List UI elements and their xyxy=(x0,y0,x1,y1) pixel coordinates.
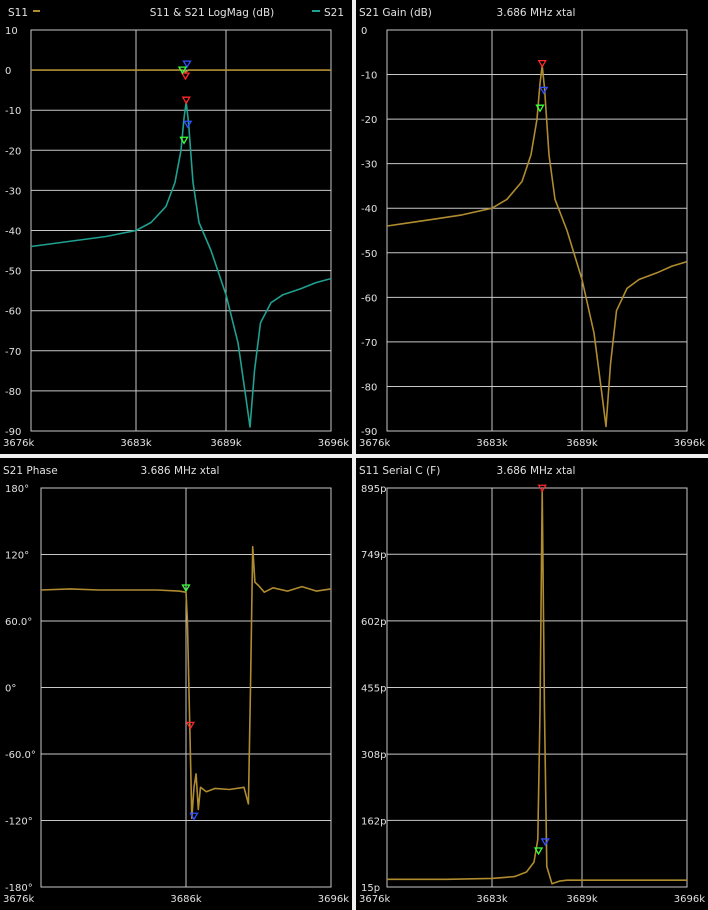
y-tick-label: -20 xyxy=(361,115,377,126)
y-tick-label: -90 xyxy=(5,427,21,438)
x-tick-label: 3683k xyxy=(476,894,507,905)
marker-triangle xyxy=(540,838,550,847)
plot-frame xyxy=(30,29,332,432)
y-tick-label: 749p xyxy=(361,550,386,561)
y-tick-label: 308p xyxy=(361,750,386,761)
y-tick-label: 0° xyxy=(5,684,16,695)
series-line xyxy=(387,64,687,428)
marker-triangle xyxy=(537,59,547,68)
marker-triangle xyxy=(533,847,544,856)
marker-triangle xyxy=(177,66,188,75)
y-tick-label: -40 xyxy=(361,204,377,215)
marker-triangle xyxy=(189,812,199,821)
x-tick-label: 3683k xyxy=(476,438,507,449)
marker-triangle xyxy=(181,96,191,105)
marker-triangle xyxy=(183,120,193,129)
plot-frame xyxy=(386,29,688,432)
chart-panel-logmag: 10 0 -10 -20 -30 -40 -50 -60 -70 -80 -90 3676k 3683k… xyxy=(0,0,352,454)
marker-triangle xyxy=(180,72,191,81)
series-line xyxy=(387,489,687,885)
y-tick-label: 120° xyxy=(5,551,29,562)
x-tick-label: 3696k xyxy=(674,894,705,905)
legend-label-s21: S21 xyxy=(324,7,344,19)
y-tick-label: -50 xyxy=(5,267,21,278)
y-tick-label: -60 xyxy=(5,307,21,318)
y-tick-label: 895p xyxy=(361,484,386,495)
y-tick-label: -70 xyxy=(361,338,377,349)
x-tick-label: 3689k xyxy=(566,894,597,905)
x-tick-label: 3689k xyxy=(210,438,241,449)
y-tick-label: 60.0° xyxy=(5,617,32,628)
y-tick-label: -30 xyxy=(361,160,377,171)
chart-title: S21 Gain (dB) xyxy=(359,7,432,19)
marker-triangle xyxy=(185,721,195,730)
x-tick-label: 3676k xyxy=(359,438,390,449)
marker-triangle xyxy=(182,60,192,69)
y-tick-label: 0 xyxy=(361,26,367,37)
legend-label-s11: S11 xyxy=(8,7,28,19)
y-tick-label: 180° xyxy=(5,484,29,495)
chart-title: S11 & S21 LogMag (dB) xyxy=(150,7,275,19)
x-tick-label: 3686k xyxy=(170,894,201,905)
phase-chart-svg: 180° 120° 60.0° 0° -60.0° -120° -180°3676k 3686… xyxy=(3,465,349,905)
x-tick-label: 3696k xyxy=(318,438,349,449)
y-tick-label: -70 xyxy=(5,347,21,358)
x-tick-label: 3676k xyxy=(359,894,390,905)
plot-frame xyxy=(386,487,688,888)
y-tick-label: -40 xyxy=(5,227,21,238)
y-tick-label: -20 xyxy=(5,146,21,157)
x-tick-label: 3683k xyxy=(120,438,151,449)
y-tick-label: 15p xyxy=(361,883,380,894)
y-tick-label: -10 xyxy=(5,106,21,117)
y-tick-label: 455p xyxy=(361,684,386,695)
marker-triangle xyxy=(539,86,549,95)
y-tick-label: 10 xyxy=(5,26,18,37)
marker-triangle xyxy=(535,104,545,113)
x-tick-label: 3696k xyxy=(674,438,705,449)
chart-title: S11 Serial C (F) xyxy=(359,465,440,477)
y-tick-label: -80 xyxy=(361,382,377,393)
chart-subtitle: 3.686 MHz xtal xyxy=(497,7,576,19)
y-tick-label: -60.0° xyxy=(5,750,36,761)
chart-subtitle: 3.686 MHz xtal xyxy=(497,465,576,477)
marker-triangle xyxy=(537,484,547,493)
chart-title: S21 Phase xyxy=(3,465,58,477)
chart-panel-gain: 0 -10 -20 -30 -40 -50 -60 -70 -80 -90 3676k 3683k 36… xyxy=(356,0,708,454)
y-tick-label: 162p xyxy=(361,816,386,827)
chart-panel-phase: 180° 120° 60.0° 0° -60.0° -120° -180° 3676k 3686… xyxy=(0,458,352,910)
y-tick-label: -10 xyxy=(361,71,377,82)
marker-triangle xyxy=(179,136,189,145)
series-line xyxy=(41,545,331,820)
x-tick-label: 3676k xyxy=(3,438,34,449)
x-tick-label: 3689k xyxy=(566,438,597,449)
chart-subtitle: 3.686 MHz xtal xyxy=(141,465,220,477)
y-tick-label: 0 xyxy=(5,66,11,77)
y-tick-label: -80 xyxy=(5,387,21,398)
y-tick-label: -50 xyxy=(361,249,377,260)
y-tick-label: -90 xyxy=(361,427,377,438)
plot-frame xyxy=(40,487,332,888)
x-tick-label: 3676k xyxy=(3,894,34,905)
marker-triangle xyxy=(181,584,191,593)
y-tick-label: -30 xyxy=(5,186,21,197)
y-tick-label: -180° xyxy=(5,883,33,894)
y-tick-label: 602p xyxy=(361,617,386,628)
y-tick-label: -120° xyxy=(5,817,33,828)
series-line-s21 xyxy=(31,101,331,428)
x-tick-label: 3696k xyxy=(318,894,349,905)
y-tick-label: -60 xyxy=(361,293,377,304)
chart-panel-serial-c: 895p 749p 602p 455p 308p 162p 15p 3676k 3683k 368… xyxy=(356,458,708,910)
